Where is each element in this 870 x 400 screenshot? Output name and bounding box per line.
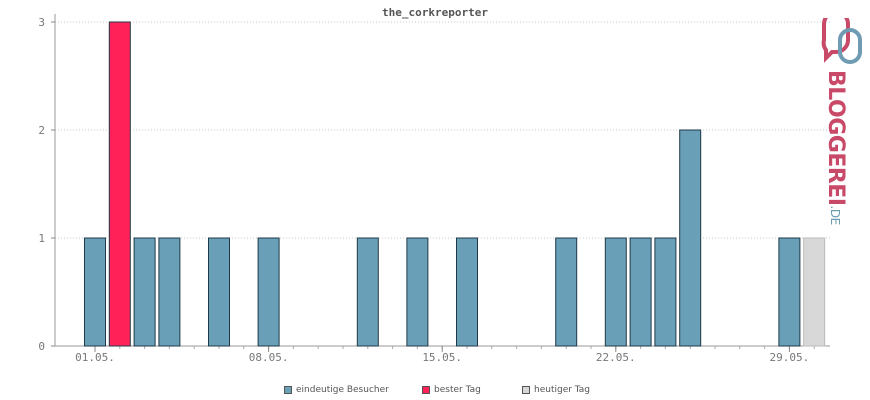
legend-swatch-visitors	[284, 386, 292, 394]
legend-label-best-day: bester Tag	[434, 385, 481, 395]
bar	[456, 237, 478, 347]
legend-label-today: heutiger Tag	[534, 385, 591, 395]
bar	[803, 237, 826, 347]
chart-legend: eindeutige Besucher bester Tag heutiger …	[0, 385, 870, 399]
y-tick-label: 0	[38, 340, 45, 353]
legend-label-visitors: eindeutige Besucher	[296, 385, 389, 395]
x-tick-label: 08.05.	[249, 351, 289, 364]
bar	[679, 129, 702, 347]
bar	[158, 237, 181, 347]
bar	[555, 237, 578, 347]
x-tick-label: 15.05.	[422, 351, 462, 364]
x-tick-label: 22.05.	[596, 351, 636, 364]
legend-item-best-day: bester Tag	[422, 385, 481, 395]
logo-wordmark: BLOGGEREI.DE	[808, 70, 848, 225]
bar	[108, 21, 131, 347]
logo-speech-bubbles-icon	[821, 10, 862, 64]
legend-swatch-today	[522, 386, 530, 394]
bar	[208, 237, 230, 347]
bar	[629, 237, 652, 347]
x-tick-label: 29.05.	[770, 351, 810, 364]
bar	[356, 237, 379, 347]
y-tick-label: 3	[38, 16, 45, 29]
bar	[257, 237, 280, 347]
legend-swatch-best-day	[422, 386, 430, 394]
bar	[654, 237, 677, 347]
bar	[604, 237, 627, 347]
legend-item-today: heutiger Tag	[522, 385, 590, 395]
x-tick-label: 01.05.	[75, 351, 115, 364]
logo-tld-text: .DE	[828, 205, 842, 225]
bar	[778, 237, 801, 347]
legend-item-visitors: eindeutige Besucher	[284, 385, 389, 395]
bar	[133, 237, 156, 347]
bar	[84, 237, 106, 347]
y-tick-label: 1	[38, 232, 45, 245]
bar	[406, 237, 429, 347]
y-tick-label: 2	[38, 124, 45, 137]
chart-title: the_corkreporter	[382, 6, 488, 19]
logo-main-text: BLOGGEREI	[823, 70, 848, 206]
